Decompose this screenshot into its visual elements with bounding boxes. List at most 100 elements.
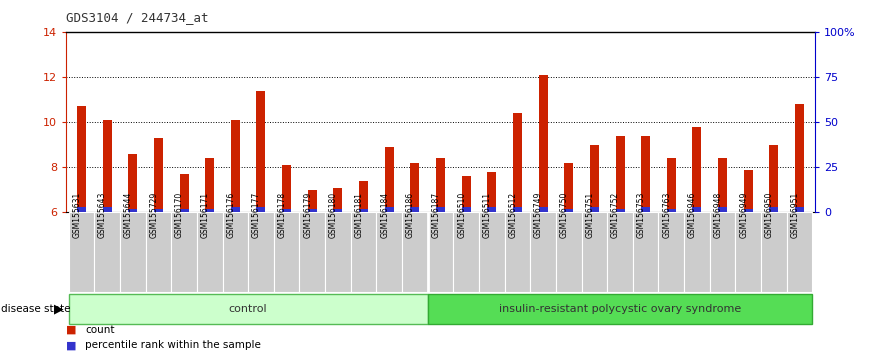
Bar <box>718 207 727 212</box>
Bar <box>538 207 548 212</box>
Bar <box>436 158 445 212</box>
Bar <box>282 165 291 212</box>
Bar <box>256 207 265 212</box>
Bar <box>736 212 761 292</box>
Bar <box>479 212 505 292</box>
Bar <box>769 207 779 212</box>
Bar <box>564 163 574 212</box>
Text: GDS3104 / 244734_at: GDS3104 / 244734_at <box>66 11 209 24</box>
Text: disease state: disease state <box>1 304 70 314</box>
Text: ■: ■ <box>66 325 77 335</box>
Text: GSM156512: GSM156512 <box>508 192 517 238</box>
Bar <box>307 190 317 212</box>
Bar <box>402 212 427 292</box>
Text: control: control <box>229 304 268 314</box>
Bar <box>505 212 530 292</box>
Bar <box>462 176 470 212</box>
Text: GSM156176: GSM156176 <box>226 192 235 238</box>
Text: GSM156750: GSM156750 <box>559 192 569 238</box>
Bar <box>274 212 300 292</box>
Bar <box>761 212 787 292</box>
Text: GSM156177: GSM156177 <box>252 192 261 238</box>
Text: GSM156753: GSM156753 <box>637 192 646 238</box>
Text: GSM156763: GSM156763 <box>663 192 671 238</box>
Bar <box>307 209 317 212</box>
Bar <box>744 209 752 212</box>
Bar <box>590 207 599 212</box>
Bar <box>795 104 804 212</box>
Bar <box>180 209 189 212</box>
Bar <box>454 212 479 292</box>
Bar <box>282 209 291 212</box>
Bar <box>196 212 223 292</box>
Bar <box>154 209 163 212</box>
Bar <box>120 212 145 292</box>
Bar <box>787 212 812 292</box>
Text: ■: ■ <box>66 341 77 350</box>
Text: percentile rank within the sample: percentile rank within the sample <box>85 341 262 350</box>
Bar <box>411 207 419 212</box>
Text: GSM156946: GSM156946 <box>688 192 697 238</box>
Text: GSM156179: GSM156179 <box>303 192 312 238</box>
Text: GSM156949: GSM156949 <box>739 192 748 238</box>
Text: GSM156180: GSM156180 <box>329 192 338 238</box>
Bar <box>607 212 633 292</box>
Bar <box>102 207 112 212</box>
Bar <box>351 212 376 292</box>
Bar <box>385 147 394 212</box>
Bar <box>205 158 214 212</box>
Bar <box>69 212 94 292</box>
Bar <box>633 212 658 292</box>
Text: insulin-resistant polycystic ovary syndrome: insulin-resistant polycystic ovary syndr… <box>499 304 741 314</box>
Text: ▶: ▶ <box>55 302 63 315</box>
Bar <box>248 212 274 292</box>
Bar <box>180 174 189 212</box>
Text: GSM156178: GSM156178 <box>278 192 286 238</box>
Text: GSM156752: GSM156752 <box>611 192 620 238</box>
Bar <box>513 207 522 212</box>
Bar <box>69 294 427 324</box>
Bar <box>427 212 454 292</box>
Text: GSM156187: GSM156187 <box>432 192 440 238</box>
Bar <box>300 212 325 292</box>
Bar <box>581 212 607 292</box>
Bar <box>462 207 470 212</box>
Bar <box>129 154 137 212</box>
Text: GSM156186: GSM156186 <box>406 192 415 238</box>
Bar <box>77 207 86 212</box>
Text: GSM156184: GSM156184 <box>381 192 389 238</box>
Bar <box>385 207 394 212</box>
Bar <box>411 163 419 212</box>
Bar <box>154 138 163 212</box>
Bar <box>667 158 676 212</box>
Bar <box>376 212 402 292</box>
Text: GSM156510: GSM156510 <box>457 192 466 238</box>
Bar <box>530 212 556 292</box>
Text: GSM155643: GSM155643 <box>98 192 107 238</box>
Bar <box>94 212 120 292</box>
Bar <box>325 212 351 292</box>
Bar <box>171 212 196 292</box>
Bar <box>77 106 86 212</box>
Bar <box>487 172 496 212</box>
Bar <box>744 170 752 212</box>
Bar <box>427 294 812 324</box>
Bar <box>513 113 522 212</box>
Text: count: count <box>85 325 115 335</box>
Text: GSM156950: GSM156950 <box>765 192 774 238</box>
Bar <box>145 212 171 292</box>
Text: GSM156948: GSM156948 <box>714 192 722 238</box>
Bar <box>556 212 581 292</box>
Bar <box>205 209 214 212</box>
Bar <box>769 145 779 212</box>
Bar <box>129 209 137 212</box>
Bar <box>710 212 736 292</box>
Text: GSM156511: GSM156511 <box>483 192 492 238</box>
Bar <box>256 91 265 212</box>
Bar <box>692 207 701 212</box>
Text: GSM155631: GSM155631 <box>72 192 81 238</box>
Text: GSM155729: GSM155729 <box>150 192 159 238</box>
Bar <box>564 209 574 212</box>
Bar <box>333 188 343 212</box>
Bar <box>538 75 548 212</box>
